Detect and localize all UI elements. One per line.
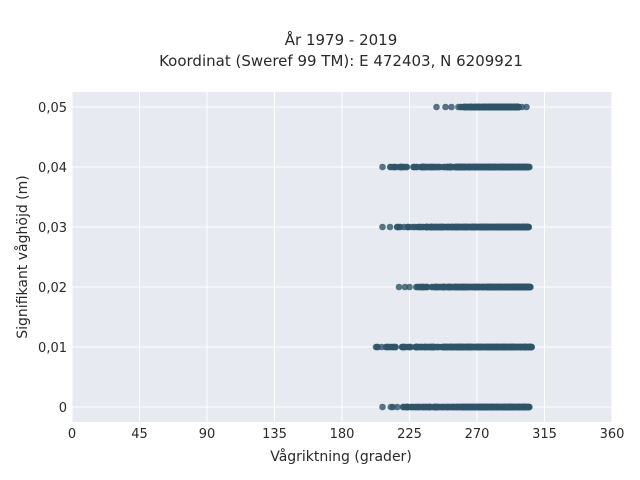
data-point (433, 103, 440, 111)
series-band (395, 283, 534, 291)
data-point (420, 283, 428, 291)
data-point (406, 343, 414, 351)
data-point (403, 403, 411, 411)
x-tick-label: 360 (600, 427, 625, 442)
data-point (453, 283, 460, 291)
x-tick-label: 225 (397, 427, 422, 442)
data-point (424, 223, 431, 231)
y-tick-label: 0,02 (38, 281, 67, 296)
data-point (449, 223, 456, 231)
series-band (379, 163, 533, 171)
data-point (397, 223, 404, 231)
y-tick-label: 0,01 (38, 341, 67, 356)
data-point (431, 343, 439, 351)
dense-point-cluster (445, 343, 533, 351)
data-point (444, 283, 452, 291)
x-tick-label: 90 (199, 427, 216, 442)
data-point (414, 403, 422, 411)
data-point (386, 223, 394, 231)
data-point (414, 223, 422, 231)
data-point (420, 163, 427, 171)
data-point (439, 223, 447, 231)
data-point (442, 103, 449, 111)
chart-subtitle: Koordinat (Sweref 99 TM): E 472403, N 62… (159, 52, 523, 70)
data-point (405, 223, 412, 231)
data-point (406, 283, 413, 291)
data-points (372, 103, 535, 411)
data-point (461, 103, 469, 111)
x-tick-label: 315 (532, 427, 557, 442)
x-axis-label: Vågriktning (grader) (270, 448, 412, 465)
y-tick-label: 0,03 (38, 221, 67, 236)
data-point (389, 163, 397, 171)
x-tick-label: 180 (330, 427, 355, 442)
data-point (435, 163, 443, 171)
chart-title: År 1979 - 2019 (285, 30, 398, 49)
data-point (379, 163, 386, 171)
data-point (468, 103, 475, 111)
data-point (413, 343, 421, 351)
data-point (439, 283, 447, 291)
data-point (426, 403, 434, 411)
y-tick-label: 0,04 (38, 161, 67, 176)
y-axis-label: Signifikant våghöjd (m) (14, 175, 31, 338)
data-point (433, 223, 440, 231)
data-point (409, 403, 417, 411)
data-point (399, 343, 406, 351)
x-tick-label: 45 (131, 427, 148, 442)
data-point (446, 403, 453, 411)
dense-point-cluster (465, 283, 531, 291)
data-point (379, 403, 386, 411)
data-point (397, 163, 405, 171)
data-point (434, 283, 442, 291)
dense-point-cluster (452, 163, 530, 171)
data-point (387, 403, 395, 411)
data-point (385, 343, 393, 351)
y-tick-labels: 0 0,01 0,02 0,03 0,04 0,05 (38, 101, 67, 416)
dense-point-cluster (485, 103, 519, 111)
data-point (434, 403, 441, 411)
y-tick-label: 0,05 (38, 101, 67, 116)
x-tick-label: 0 (68, 427, 76, 442)
data-point (523, 103, 530, 111)
data-point (395, 283, 403, 291)
data-point (427, 163, 435, 171)
data-point (423, 343, 431, 351)
dense-point-cluster (452, 403, 530, 411)
data-point (412, 283, 420, 291)
data-point (447, 163, 455, 171)
y-tick-label: 0 (59, 401, 67, 416)
series-band (379, 223, 533, 231)
series-band (379, 403, 533, 411)
data-point (441, 163, 448, 171)
data-point (403, 163, 411, 171)
series-band (433, 103, 530, 111)
dense-point-cluster (454, 223, 530, 231)
x-tick-labels: 0 45 90 135 180 225 270 315 360 (68, 427, 625, 442)
x-tick-label: 270 (465, 427, 490, 442)
data-point (448, 103, 455, 111)
data-point (374, 343, 382, 351)
x-tick-label: 135 (262, 427, 287, 442)
data-point (478, 103, 485, 111)
series-band (372, 343, 535, 351)
data-point (379, 223, 386, 231)
data-point (429, 283, 436, 291)
